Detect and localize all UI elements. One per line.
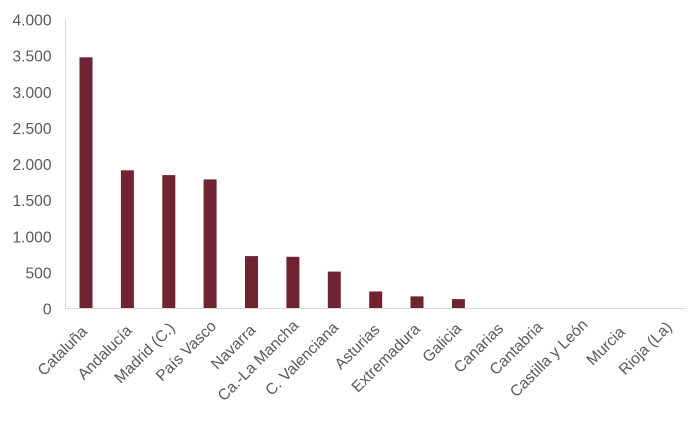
svg-text:4.000: 4.000: [12, 13, 51, 30]
svg-text:Castilla y León: Castilla y León: [507, 316, 591, 400]
svg-text:1.500: 1.500: [12, 193, 51, 210]
svg-text:500: 500: [25, 265, 51, 282]
svg-text:0: 0: [43, 302, 52, 319]
svg-text:3.000: 3.000: [12, 85, 51, 102]
svg-text:Rioja (La): Rioja (La): [616, 319, 676, 379]
svg-text:1.000: 1.000: [12, 229, 51, 246]
svg-text:2.500: 2.500: [12, 121, 51, 138]
svg-text:3.500: 3.500: [12, 49, 51, 66]
svg-text:2.000: 2.000: [12, 157, 51, 174]
svg-text:C. Valenciana: C. Valenciana: [262, 319, 342, 399]
